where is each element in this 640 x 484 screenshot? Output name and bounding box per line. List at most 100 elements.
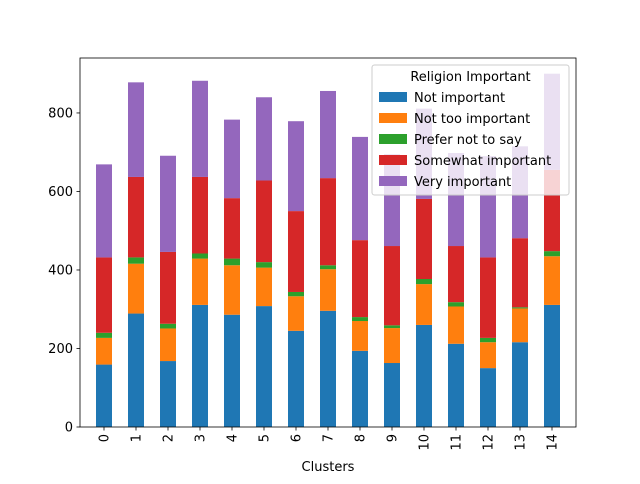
bar-segment-2-2 [160, 323, 176, 329]
bar-segment-7-2 [320, 265, 336, 270]
bar-segment-5-2 [256, 262, 272, 268]
legend-swatch-3 [379, 155, 407, 165]
bar-segment-9-0 [384, 363, 400, 427]
x-tick-label: 11 [450, 434, 465, 451]
bar-segment-1-0 [128, 313, 144, 427]
y-tick-label: 400 [48, 263, 73, 278]
bar-segment-12-3 [480, 257, 496, 338]
bar-segment-12-0 [480, 368, 496, 427]
bar-segment-2-4 [160, 155, 176, 252]
bar-segment-1-1 [128, 263, 144, 314]
bar-segment-0-1 [96, 337, 112, 365]
bar-segment-14-0 [544, 304, 560, 427]
bar-segment-13-2 [512, 307, 528, 309]
x-tick-label: 13 [514, 434, 529, 451]
bar-segment-7-0 [320, 310, 336, 427]
bar-segment-4-4 [224, 119, 240, 199]
legend-swatch-4 [379, 176, 407, 186]
bar-segment-3-3 [192, 176, 208, 254]
y-tick-label: 0 [65, 421, 73, 436]
bar-segment-13-0 [512, 342, 528, 427]
y-tick-label: 800 [48, 106, 73, 121]
x-tick-label: 5 [258, 434, 273, 442]
bar-segment-8-3 [352, 240, 368, 318]
x-tick-label: 1 [130, 434, 145, 442]
bar-segment-0-4 [96, 164, 112, 258]
bar-segment-0-0 [96, 364, 112, 427]
bars-layer [96, 73, 560, 427]
bar-segment-6-0 [288, 330, 304, 427]
bar-segment-12-2 [480, 337, 496, 343]
bar-segment-7-3 [320, 178, 336, 266]
bar-segment-0-2 [96, 332, 112, 338]
bar-segment-5-1 [256, 267, 272, 307]
bar-segment-5-4 [256, 97, 272, 181]
legend-swatch-0 [379, 92, 407, 102]
bar-segment-7-1 [320, 269, 336, 311]
bar-segment-6-4 [288, 121, 304, 212]
bar-segment-10-1 [416, 284, 432, 325]
bar-segment-12-1 [480, 342, 496, 369]
bar-segment-8-1 [352, 321, 368, 351]
bar-segment-3-1 [192, 258, 208, 305]
bar-segment-9-3 [384, 246, 400, 326]
bar-segment-7-4 [320, 90, 336, 179]
bar-segment-2-1 [160, 328, 176, 362]
bar-segment-11-0 [448, 343, 464, 427]
bar-segment-11-2 [448, 302, 464, 307]
x-tick-label: 4 [226, 434, 241, 442]
bar-segment-10-0 [416, 324, 432, 427]
bar-segment-13-1 [512, 308, 528, 343]
bar-segment-11-3 [448, 246, 464, 303]
x-tick-label: 3 [194, 434, 209, 442]
legend-label-4: Very important [414, 175, 511, 190]
bar-segment-13-3 [512, 238, 528, 308]
bar-segment-1-4 [128, 82, 144, 177]
legend-swatch-2 [379, 134, 407, 144]
bar-segment-10-2 [416, 279, 432, 285]
bar-segment-0-3 [96, 257, 112, 333]
bar-segment-9-1 [384, 328, 400, 364]
x-tick-label: 9 [386, 434, 401, 442]
y-tick-label: 600 [48, 185, 73, 200]
bar-segment-14-2 [544, 251, 560, 257]
bar-segment-6-2 [288, 291, 304, 297]
bar-segment-3-2 [192, 253, 208, 259]
x-tick-label: 0 [98, 434, 113, 442]
x-tick-label: 12 [482, 434, 497, 451]
x-tick-label: 7 [322, 434, 337, 442]
bar-segment-6-1 [288, 296, 304, 331]
legend-label-0: Not important [414, 91, 505, 106]
bar-segment-5-0 [256, 306, 272, 427]
bar-segment-4-0 [224, 314, 240, 427]
legend-label-3: Somewhat important [414, 154, 551, 169]
bar-segment-4-1 [224, 265, 240, 315]
legend-title: Religion Important [410, 70, 530, 85]
y-tick-label: 200 [48, 342, 73, 357]
x-tick-label: 2 [162, 434, 177, 442]
bar-segment-8-2 [352, 317, 368, 322]
bar-segment-6-3 [288, 211, 304, 292]
bar-segment-14-1 [544, 256, 560, 305]
bar-segment-8-4 [352, 136, 368, 241]
x-axis-label: Clusters [302, 460, 355, 475]
x-tick-label: 10 [418, 434, 433, 451]
legend-label-1: Not too important [414, 112, 530, 127]
x-tick-label: 6 [290, 434, 305, 442]
bar-segment-8-0 [352, 350, 368, 427]
legend-swatch-1 [379, 113, 407, 123]
x-tick-label: 14 [546, 434, 561, 451]
x-tick-label: 8 [354, 434, 369, 442]
bar-segment-2-3 [160, 251, 176, 324]
bar-segment-3-0 [192, 304, 208, 427]
bar-segment-9-2 [384, 325, 400, 329]
bar-segment-11-1 [448, 306, 464, 344]
bar-segment-2-0 [160, 361, 176, 427]
bar-segment-3-4 [192, 80, 208, 177]
bar-segment-4-2 [224, 258, 240, 266]
bar-segment-1-3 [128, 176, 144, 258]
bar-segment-4-3 [224, 198, 240, 259]
